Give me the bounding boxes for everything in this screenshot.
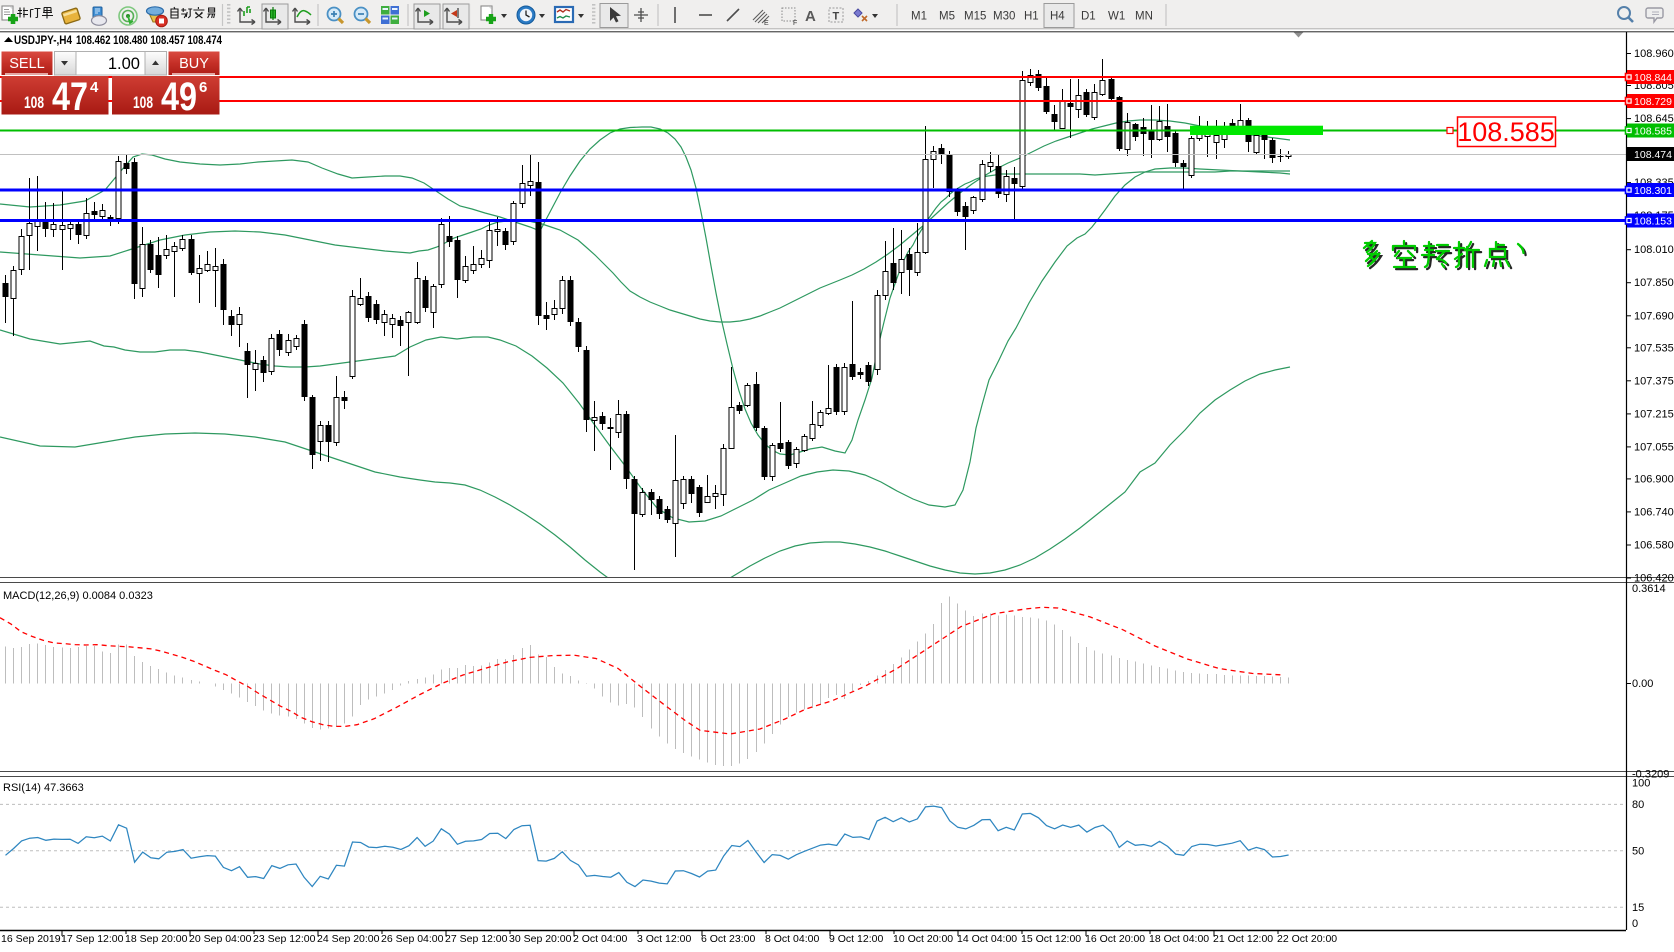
svg-text:108: 108 <box>24 93 44 112</box>
svg-text:80: 80 <box>1632 799 1644 811</box>
svg-text:18 Sep 20:00: 18 Sep 20:00 <box>125 933 188 945</box>
svg-text:23 Sep 12:00: 23 Sep 12:00 <box>253 933 316 945</box>
svg-text:22 Oct 20:00: 22 Oct 20:00 <box>1277 933 1337 945</box>
svg-text:108.474: 108.474 <box>1634 149 1672 161</box>
svg-text:0.00: 0.00 <box>1632 678 1653 690</box>
svg-text:18 Oct 04:00: 18 Oct 04:00 <box>1149 933 1209 945</box>
svg-text:108.153: 108.153 <box>1634 216 1672 228</box>
svg-text:106.900: 106.900 <box>1634 473 1674 485</box>
svg-text:10 Oct 20:00: 10 Oct 20:00 <box>893 933 953 945</box>
svg-text:15: 15 <box>1632 902 1644 914</box>
svg-text:16 Oct 20:00: 16 Oct 20:00 <box>1085 933 1145 945</box>
svg-text:8 Oct 04:00: 8 Oct 04:00 <box>765 933 819 945</box>
svg-text:24 Sep 20:00: 24 Sep 20:00 <box>317 933 380 945</box>
svg-text:108: 108 <box>133 93 153 112</box>
svg-text:MN: MN <box>1135 11 1153 23</box>
svg-text:108.844: 108.844 <box>1634 72 1672 84</box>
svg-text:F: F <box>793 20 797 27</box>
svg-text:49: 49 <box>161 75 197 119</box>
svg-text:108.462 108.480 108.457 108.47: 108.462 108.480 108.457 108.474 <box>76 35 222 47</box>
svg-text:2 Oct 04:00: 2 Oct 04:00 <box>573 933 627 945</box>
svg-text:108.010: 108.010 <box>1634 244 1674 256</box>
svg-text:107.215: 107.215 <box>1634 408 1674 420</box>
svg-text:SELL: SELL <box>9 56 44 72</box>
svg-text:W1: W1 <box>1108 11 1125 23</box>
svg-text:A: A <box>805 8 816 25</box>
svg-text:107.055: 107.055 <box>1634 441 1674 453</box>
svg-text:16 Sep 2019: 16 Sep 2019 <box>1 933 61 945</box>
svg-text:108.585: 108.585 <box>1457 117 1555 147</box>
svg-text:-0.3209: -0.3209 <box>1632 769 1669 781</box>
svg-text:9 Oct 12:00: 9 Oct 12:00 <box>829 933 883 945</box>
svg-text:106.580: 106.580 <box>1634 540 1674 552</box>
svg-text:M1: M1 <box>911 11 927 23</box>
svg-text:106.420: 106.420 <box>1634 573 1674 585</box>
svg-text:D1: D1 <box>1081 11 1096 23</box>
svg-text:100: 100 <box>1632 778 1650 790</box>
svg-text:T: T <box>833 11 840 23</box>
svg-text:BUY: BUY <box>179 56 209 72</box>
svg-text:4: 4 <box>90 79 99 96</box>
svg-text:108.729: 108.729 <box>1634 96 1672 108</box>
svg-text:3 Oct 12:00: 3 Oct 12:00 <box>637 933 691 945</box>
svg-text:107.375: 107.375 <box>1634 375 1674 387</box>
svg-text:108.301: 108.301 <box>1634 185 1672 197</box>
svg-text:0.3614: 0.3614 <box>1632 583 1666 595</box>
svg-text:108.960: 108.960 <box>1634 48 1674 60</box>
svg-text:15 Oct 12:00: 15 Oct 12:00 <box>1021 933 1081 945</box>
svg-text:H4: H4 <box>1050 11 1065 23</box>
svg-text:14 Oct 04:00: 14 Oct 04:00 <box>957 933 1017 945</box>
svg-text:108.585: 108.585 <box>1634 126 1672 138</box>
svg-text:M30: M30 <box>993 11 1015 23</box>
svg-text:27 Sep 12:00: 27 Sep 12:00 <box>445 933 508 945</box>
svg-text:21 Oct 12:00: 21 Oct 12:00 <box>1213 933 1273 945</box>
svg-text:108.645: 108.645 <box>1634 113 1674 125</box>
svg-text:6 Oct 23:00: 6 Oct 23:00 <box>701 933 755 945</box>
svg-text:E: E <box>764 20 769 27</box>
svg-text:107.850: 107.850 <box>1634 277 1674 289</box>
svg-text:30 Sep 20:00: 30 Sep 20:00 <box>509 933 572 945</box>
svg-text:20 Sep 04:00: 20 Sep 04:00 <box>189 933 252 945</box>
svg-text:17 Sep 12:00: 17 Sep 12:00 <box>61 933 124 945</box>
svg-text:M5: M5 <box>939 11 955 23</box>
svg-text:MACD(12,26,9) 0.0084 0.0323: MACD(12,26,9) 0.0084 0.0323 <box>3 590 153 602</box>
svg-text:USDJPY-,H4: USDJPY-,H4 <box>14 35 73 47</box>
svg-text:0: 0 <box>1632 918 1638 930</box>
svg-text:107.690: 107.690 <box>1634 310 1674 322</box>
svg-text:1.00: 1.00 <box>108 55 140 73</box>
svg-text:RSI(14) 47.3663: RSI(14) 47.3663 <box>3 782 84 794</box>
svg-text:50: 50 <box>1632 845 1644 857</box>
svg-text:6: 6 <box>199 79 207 96</box>
svg-text:47: 47 <box>52 75 88 119</box>
svg-text:107.535: 107.535 <box>1634 342 1674 354</box>
svg-text:106.740: 106.740 <box>1634 506 1674 518</box>
svg-text:26 Sep 04:00: 26 Sep 04:00 <box>381 933 444 945</box>
svg-text:M15: M15 <box>964 11 986 23</box>
svg-text:H1: H1 <box>1024 11 1039 23</box>
